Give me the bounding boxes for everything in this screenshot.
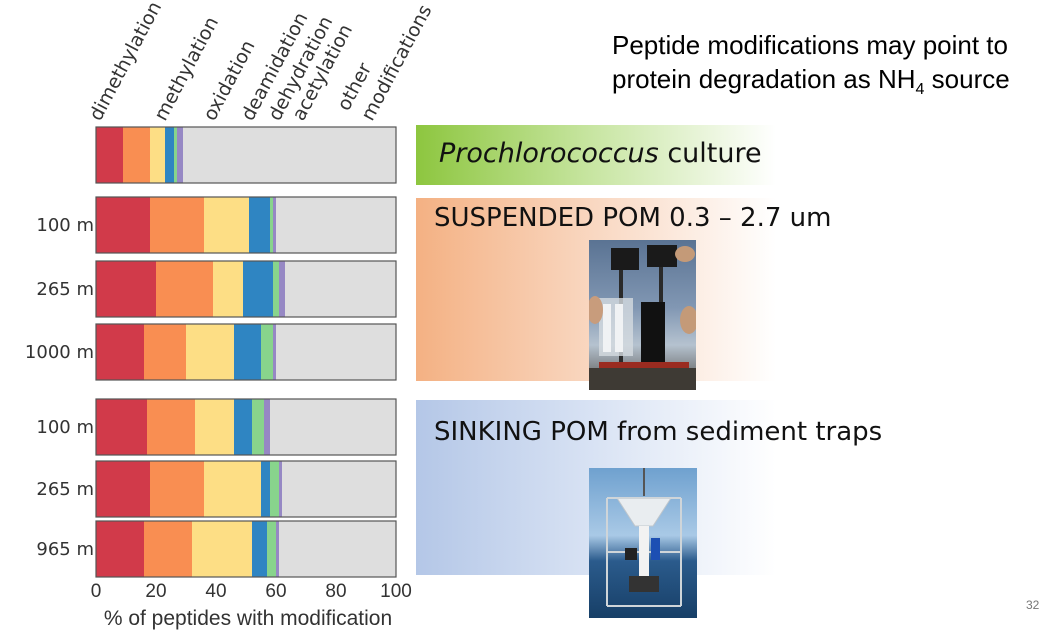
- culture-band-label-italic: Prochlorococcus: [439, 138, 659, 169]
- bar-outline: [95, 260, 397, 318]
- bar-segment-dimethylation: [96, 324, 144, 380]
- bar-segment-methylation: [144, 521, 192, 577]
- bar-segment-acetylation: [279, 461, 282, 517]
- bar-segment-deamidation: [249, 197, 270, 253]
- bar-segment-dimethylation: [96, 521, 144, 577]
- bar-segment-dehydration: [270, 197, 273, 253]
- bar-segment-deamidation: [261, 461, 270, 517]
- bar-segment-dehydration: [273, 261, 279, 317]
- category-labels: 100 m 265 m 1000 m 100 m 265 m 965 m: [25, 215, 94, 560]
- sediment-trap-photo: [589, 468, 697, 618]
- slide-title-line-2: protein degradation as NH4 source: [612, 62, 1010, 107]
- slide-title: Peptide modifications may point to prote…: [612, 28, 1010, 107]
- bar-segment-acetylation: [273, 197, 276, 253]
- bar-segment-methylation: [150, 461, 204, 517]
- bar-segment-oxidation: [150, 127, 165, 183]
- category-label: 265 m: [36, 279, 94, 300]
- bar-segment-oxidation: [204, 197, 249, 253]
- legend-labels: dimethylationmethylationoxidationdeamida…: [85, 0, 436, 124]
- bars: [95, 126, 397, 578]
- bar-segment-dehydration: [261, 324, 273, 380]
- bar-segment-dimethylation: [96, 261, 156, 317]
- pump-photo: [589, 240, 696, 390]
- bar-segment-deamidation: [234, 324, 261, 380]
- bar-segment-oxidation: [186, 324, 234, 380]
- slide-title-line-2-end: source: [924, 64, 1010, 94]
- legend-label: modifications: [357, 1, 436, 124]
- bar-segment-methylation: [123, 127, 150, 183]
- bar-outline: [95, 196, 397, 254]
- bar-segment-other-modifications: [279, 521, 396, 577]
- culture-band-label-rest: culture: [658, 138, 762, 169]
- bar-segment-acetylation: [279, 261, 285, 317]
- pump-illustration: [589, 245, 696, 390]
- bar-outline: [95, 460, 397, 518]
- bar-segment-methylation: [147, 399, 195, 455]
- bar-segment-methylation: [144, 324, 186, 380]
- bar-segment-acetylation: [264, 399, 270, 455]
- bar-segment-other-modifications: [183, 127, 396, 183]
- category-label: 100 m: [36, 215, 94, 236]
- bar-segment-dimethylation: [96, 127, 123, 183]
- culture-band-label: Prochlorococcus culture: [439, 138, 762, 169]
- bar-segment-deamidation: [252, 521, 267, 577]
- page-number: 32: [1026, 598, 1040, 612]
- suspended-pom-band-label: SUSPENDED POM 0.3 – 2.7 um: [434, 203, 832, 233]
- x-axis-label: % of peptides with modification: [104, 607, 392, 630]
- bar-segment-dehydration: [174, 127, 177, 183]
- x-tick-label: 0: [91, 581, 102, 602]
- bar-segment-dimethylation: [96, 399, 147, 455]
- sinking-pom-band-label: SINKING POM from sediment traps: [434, 417, 883, 447]
- category-label: 100 m: [36, 417, 94, 438]
- bar-segment-other-modifications: [270, 399, 396, 455]
- x-tick-label: 100: [380, 581, 412, 602]
- bar-segment-acetylation: [273, 324, 276, 380]
- bar-segment-deamidation: [243, 261, 273, 317]
- x-tick-label: 40: [205, 581, 226, 602]
- x-tick-label: 80: [325, 581, 346, 602]
- category-label: 1000 m: [25, 342, 94, 363]
- category-label: 265 m: [36, 479, 94, 500]
- bar-segment-deamidation: [234, 399, 252, 455]
- bar-segment-dimethylation: [96, 197, 150, 253]
- bar-segment-other-modifications: [276, 197, 396, 253]
- bar-segment-methylation: [150, 197, 204, 253]
- bar-outline: [95, 323, 397, 381]
- bar-segment-acetylation: [177, 127, 183, 183]
- bar-segment-dehydration: [252, 399, 264, 455]
- x-tick-label: 60: [265, 581, 286, 602]
- bar-segment-oxidation: [192, 521, 252, 577]
- slide-title-line-2-text: protein degradation as NH: [612, 64, 916, 94]
- bar-segment-dehydration: [267, 521, 276, 577]
- x-tick-label: 20: [145, 581, 166, 602]
- bar-outline: [95, 398, 397, 456]
- bar-segment-acetylation: [276, 521, 279, 577]
- bar-segment-other-modifications: [282, 461, 396, 517]
- bar-segment-methylation: [156, 261, 213, 317]
- bar-segment-oxidation: [213, 261, 243, 317]
- bar-segment-other-modifications: [276, 324, 396, 380]
- slide-title-line-1: Peptide modifications may point to: [612, 30, 1008, 60]
- bar-outline: [95, 126, 397, 184]
- bar-segment-oxidation: [195, 399, 234, 455]
- x-axis-ticks: 0 20 40 60 80 100: [91, 581, 412, 602]
- bar-segment-dehydration: [270, 461, 279, 517]
- bar-segment-oxidation: [204, 461, 261, 517]
- slide-title-subscript: 4: [915, 81, 925, 99]
- sediment-trap-illustration: [606, 468, 682, 607]
- bar-outline: [95, 520, 397, 578]
- culture-band: Prochlorococcus culture: [416, 125, 776, 185]
- bar-segment-dimethylation: [96, 461, 150, 517]
- bar-segment-other-modifications: [285, 261, 396, 317]
- category-label: 965 m: [36, 539, 94, 560]
- bar-segment-deamidation: [165, 127, 174, 183]
